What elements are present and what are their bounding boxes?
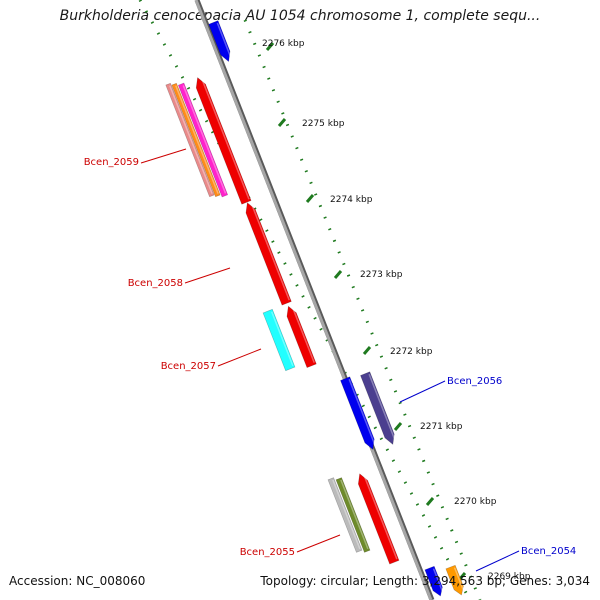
gene-feature-highlight	[432, 568, 444, 594]
kbp-label: 2271 kbp	[420, 422, 463, 432]
major-tick	[393, 422, 403, 431]
gene-feature-shape	[445, 564, 464, 596]
gene-feature-shape	[424, 565, 443, 597]
summary-text: Topology: circular; Length: 3,294,563 bp…	[260, 574, 590, 588]
gene-feature-2055-cog-2[interactable]	[335, 477, 371, 553]
gene-feature-2054-cog[interactable]	[445, 564, 466, 597]
gene-feature-highlight	[291, 306, 315, 363]
gene-feature-highlight	[340, 479, 369, 550]
gene-label[interactable]: Bcen_2056	[447, 376, 502, 387]
gene-label-leader	[184, 267, 231, 284]
gene-label-leader	[475, 550, 520, 572]
kbp-label: 2274 kbp	[330, 195, 373, 205]
gene-feature-highlight	[182, 85, 227, 194]
kbp-label: 2270 kbp	[454, 497, 497, 507]
gene-feature-highlight	[270, 311, 294, 366]
gene-feature-2055-cds[interactable]	[355, 472, 400, 565]
gene-feature-shape	[171, 82, 221, 198]
gene-feature-shape	[165, 82, 215, 198]
outer-tick-track	[138, 0, 472, 600]
gene-feature-2056-cog[interactable]	[360, 371, 397, 446]
gene-feature-shape	[360, 371, 395, 445]
major-tick	[425, 497, 435, 506]
kbp-label: 2272 kbp	[390, 347, 433, 357]
gene-feature-2058-cds[interactable]	[243, 201, 292, 306]
gene-label-leader	[217, 348, 262, 367]
gene-feature-shape	[286, 305, 317, 369]
gene-feature-shape	[357, 473, 400, 565]
gene-feature-blue-top[interactable]	[208, 20, 234, 64]
major-tick	[277, 118, 287, 127]
gene-feature-highlight	[169, 85, 213, 194]
gene-label-leader	[399, 380, 446, 403]
gene-feature-shape	[340, 376, 375, 450]
gene-feature-2059-cog-1[interactable]	[165, 82, 215, 198]
gene-feature-shape	[195, 77, 252, 205]
gene-feature-2057-cds[interactable]	[284, 304, 317, 369]
gene-feature-highlight	[216, 22, 232, 59]
major-tick	[305, 194, 315, 203]
gene-feature-shape	[208, 20, 231, 63]
gene-feature-2056-cds[interactable]	[340, 376, 377, 451]
gene-feature-2057-cog[interactable]	[262, 308, 296, 372]
kbp-label: 2275 kbp	[302, 119, 345, 129]
major-tick	[333, 270, 343, 279]
major-tick	[362, 346, 372, 355]
gene-feature-highlight	[332, 479, 361, 550]
gene-label-leader	[296, 534, 341, 553]
accession-text: Accession: NC_008060	[9, 574, 146, 588]
map-title: Burkholderia cenocepacia AU 1054 chromos…	[59, 8, 541, 24]
gene-label[interactable]: Bcen_2055	[240, 547, 295, 558]
gene-feature-2059-cds[interactable]	[193, 76, 252, 205]
gene-feature-highlight	[200, 77, 250, 200]
gene-feature-shape	[335, 477, 371, 553]
gene-feature-2055-cog-1[interactable]	[327, 477, 363, 553]
kbp-label: 2276 kbp	[262, 39, 305, 49]
gene-feature-2054-cds[interactable]	[424, 565, 445, 598]
gene-feature-highlight	[453, 567, 465, 593]
gene-feature-shape	[245, 202, 292, 306]
gene-feature-highlight	[250, 203, 290, 301]
gene-feature-highlight	[175, 85, 219, 194]
backbone	[194, 0, 433, 600]
inner-tick-track	[243, 19, 482, 600]
gene-feature-highlight	[348, 378, 377, 447]
gene-label[interactable]: Bcen_2054	[521, 546, 576, 557]
gene-feature-shape	[262, 308, 296, 372]
kbp-label: 2269 kbp	[488, 572, 531, 582]
gene-label[interactable]: Bcen_2059	[84, 157, 139, 168]
gene-feature-2059-cog-2[interactable]	[171, 82, 221, 198]
gene-feature-2059-cog-3[interactable]	[177, 82, 229, 198]
gene-feature-highlight	[368, 373, 397, 442]
gene-label-leader	[140, 148, 187, 164]
gene-label[interactable]: Bcen_2057	[161, 361, 216, 372]
gene-feature-shape	[177, 82, 229, 198]
gene-feature-highlight	[362, 474, 398, 560]
kbp-label: 2273 kbp	[360, 270, 403, 280]
gene-feature-shape	[327, 477, 363, 553]
major-tick	[265, 42, 275, 51]
gene-label[interactable]: Bcen_2058	[128, 278, 183, 289]
